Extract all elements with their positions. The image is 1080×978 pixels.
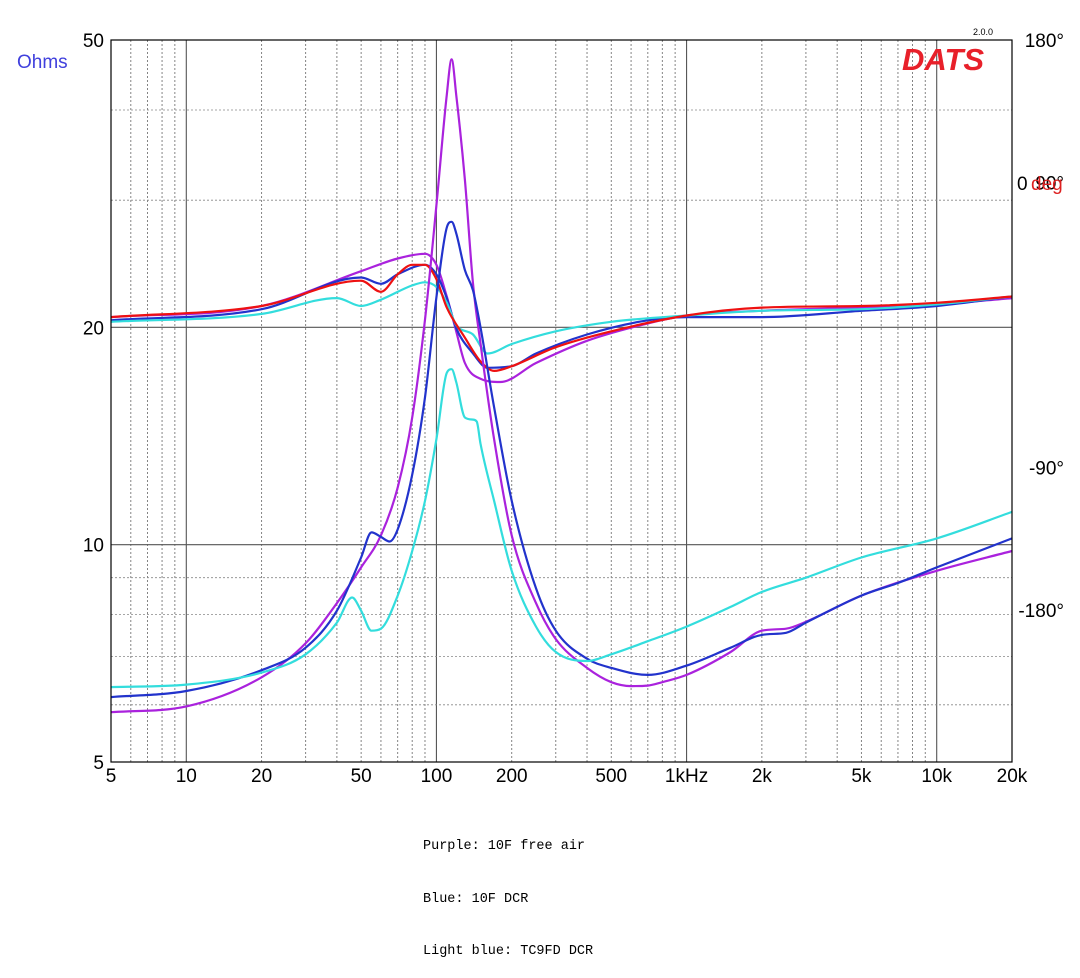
legend-entry-blue: Blue: 10F DCR [423,891,529,907]
impedance-line-blue [110,220,1013,699]
x-tick-label: 5 [106,766,117,787]
x-tick-labels: 5 10 20 50 100 200 500 1kHz 2k 5k 10k 20k [106,766,1028,787]
legend-entry-light-blue: Light blue: TC9FD DCR [423,944,594,959]
y-left-tick-label: 10 [83,536,104,557]
phase-line-light-blue [110,281,1013,355]
y-left-tick-label: 20 [83,318,104,339]
y-right-tick-label: 90° [1035,174,1064,195]
y-right-tick-label: 180° [1025,31,1064,52]
impedance-phase-chart: 5 10 20 50 100 200 500 1kHz 2k 5k 10k 20k 5 10 20 50 1… [0,0,1080,800]
x-tick-label: 5k [851,766,872,787]
y-left-tick-label: 5 [93,753,104,774]
impedance-curves [110,58,1013,714]
brand-version: 2.0.0 [973,27,993,37]
y-right-axis-title: deg [1031,174,1063,195]
x-tick-label: 500 [595,766,627,787]
impedance-line-purple [110,58,1013,714]
x-tick-label: 50 [351,766,372,787]
phase-line-red [110,263,1013,372]
legend-entry-purple: Purple: 10F free air [423,839,586,854]
y-right-tick-label: -180° [1018,601,1064,622]
phase-curves [110,252,1013,384]
x-tick-label: 100 [421,766,453,787]
x-tick-label: 10k [921,766,952,787]
brand-logo: DATS [902,42,984,77]
x-tick-label: 10 [176,766,197,787]
x-tick-label: 1kHz [665,766,708,787]
impedance-line-light-blue [110,368,1013,689]
x-tick-label: 2k [752,766,773,787]
x-tick-label: 20 [251,766,272,787]
y-left-axis-title: Ohms [17,52,68,73]
chart-background [0,0,1080,800]
y-right-tick-labels: 180° 90° -90° -180° [1018,31,1064,622]
y-left-tick-label: 50 [83,31,104,52]
x-tick-label: 200 [496,766,528,787]
x-tick-label: 20k [997,766,1028,787]
y-left-tick-labels: 5 10 20 50 [83,31,104,774]
legend: Purple: 10F free air Blue: 10F DCR Light… [423,803,593,978]
plot-frame [110,39,1013,763]
y-right-tick-label: -90° [1029,459,1064,480]
grid [110,40,1013,762]
y-right-zero-label: 0 [1017,174,1028,195]
